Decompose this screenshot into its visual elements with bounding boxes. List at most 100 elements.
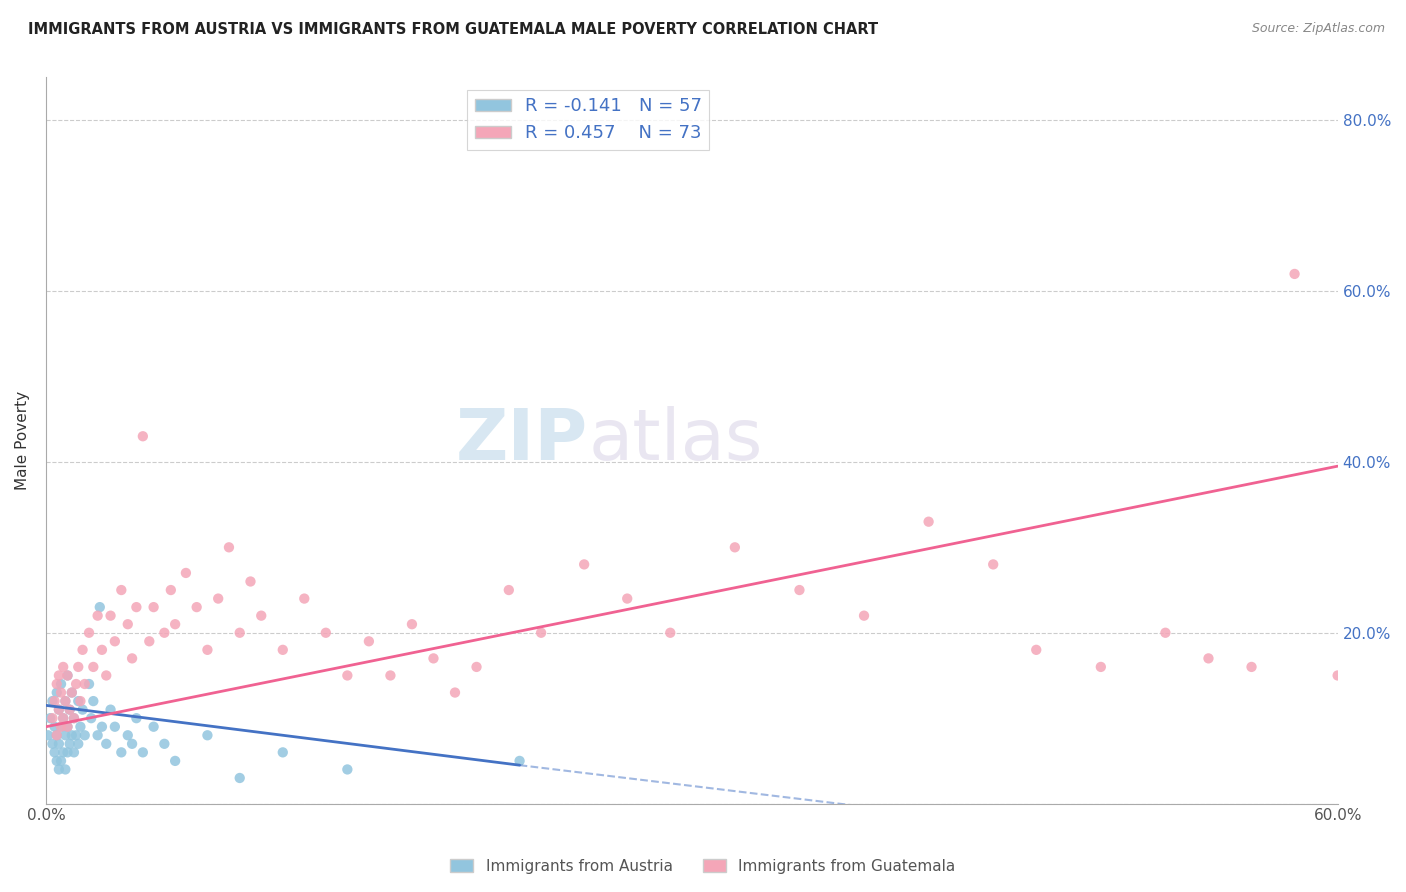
Point [100, 703, 122, 717]
Point [65, 677, 87, 691]
Point [1284, 267, 1306, 281]
Point [336, 668, 359, 682]
Point [572, 558, 595, 572]
Point [77, 677, 100, 691]
Point [56, 668, 79, 682]
Point [63, 711, 86, 725]
Point [49, 720, 72, 734]
Point [41, 737, 63, 751]
Point [616, 591, 638, 606]
Point [48, 763, 70, 777]
Point [53, 694, 76, 708]
Point [49, 754, 72, 768]
Point [60, 685, 83, 699]
Point [228, 771, 250, 785]
Point [41, 694, 63, 708]
Point [52, 660, 75, 674]
Point [45, 728, 67, 742]
Point [82, 694, 104, 708]
Text: atlas: atlas [589, 406, 763, 475]
Point [60, 685, 83, 699]
Point [121, 651, 143, 665]
Point [45, 754, 67, 768]
Point [44, 745, 66, 759]
Text: Source: ZipAtlas.com: Source: ZipAtlas.com [1251, 22, 1385, 36]
Point [138, 634, 160, 648]
Point [1025, 643, 1047, 657]
Point [49, 685, 72, 699]
Point [1198, 651, 1220, 665]
Point [197, 728, 219, 742]
Point [174, 566, 197, 580]
Point [53, 763, 76, 777]
Point [132, 429, 155, 443]
Point [96, 737, 118, 751]
Point [165, 754, 187, 768]
Point [153, 625, 176, 640]
Point [1326, 668, 1348, 682]
Point [45, 685, 67, 699]
Point [117, 728, 139, 742]
Point [96, 668, 118, 682]
Point [142, 600, 165, 615]
Point [67, 660, 90, 674]
Point [52, 711, 75, 725]
Text: IMMIGRANTS FROM AUSTRIA VS IMMIGRANTS FROM GUATEMALA MALE POVERTY CORRELATION CH: IMMIGRANTS FROM AUSTRIA VS IMMIGRANTS FR… [28, 22, 879, 37]
Point [853, 608, 876, 623]
Point [72, 703, 94, 717]
Point [104, 720, 127, 734]
Point [56, 668, 79, 682]
Point [63, 711, 86, 725]
Point [530, 625, 553, 640]
Point [77, 625, 100, 640]
Point [67, 737, 90, 751]
Point [110, 582, 132, 597]
Point [89, 600, 111, 615]
Point [59, 703, 82, 717]
Point [100, 608, 122, 623]
Point [48, 703, 70, 717]
Point [239, 574, 262, 589]
Point [69, 694, 91, 708]
Point [86, 608, 108, 623]
Point [48, 737, 70, 751]
Point [165, 617, 187, 632]
Point [82, 660, 104, 674]
Point [142, 720, 165, 734]
Text: ZIP: ZIP [456, 406, 589, 475]
Point [48, 703, 70, 717]
Point [250, 608, 273, 623]
Point [271, 643, 294, 657]
Point [53, 728, 76, 742]
Point [789, 582, 811, 597]
Point [271, 745, 294, 759]
Point [659, 625, 682, 640]
Point [86, 728, 108, 742]
Point [465, 660, 488, 674]
Point [444, 685, 467, 699]
Point [401, 617, 423, 632]
Point [49, 720, 72, 734]
Point [45, 728, 67, 742]
Point [498, 582, 520, 597]
Point [132, 745, 155, 759]
Point [56, 745, 79, 759]
Point [981, 558, 1004, 572]
Point [336, 763, 359, 777]
Point [72, 643, 94, 657]
Point [65, 728, 87, 742]
Point [380, 668, 402, 682]
Point [39, 711, 62, 725]
Point [56, 720, 79, 734]
Point [1240, 660, 1263, 674]
Legend: R = -0.141   N = 57, R = 0.457    N = 73: R = -0.141 N = 57, R = 0.457 N = 73 [467, 90, 710, 150]
Point [60, 728, 83, 742]
Point [125, 711, 148, 725]
Point [59, 737, 82, 751]
Point [1090, 660, 1112, 674]
Point [218, 541, 240, 555]
Point [44, 694, 66, 708]
Point [63, 745, 86, 759]
Point [49, 677, 72, 691]
Point [91, 643, 114, 657]
